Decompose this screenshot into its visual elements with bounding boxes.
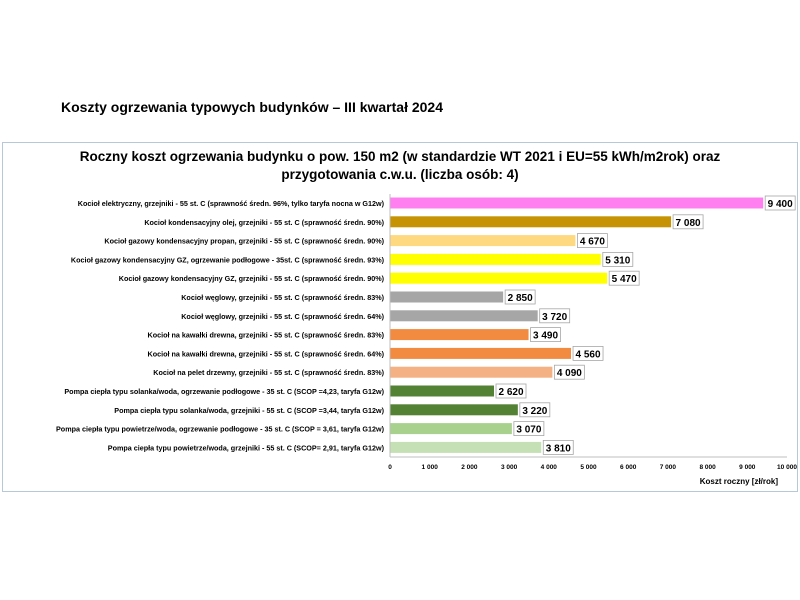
x-tick-label: 1 000 <box>422 464 439 471</box>
x-tick-label: 0 <box>388 464 392 471</box>
bar <box>390 441 542 453</box>
data-label: 3 490 <box>533 331 558 342</box>
bar <box>390 310 538 322</box>
page-title: Koszty ogrzewania typowych budynków – II… <box>61 99 443 115</box>
data-label: 3 720 <box>542 312 567 323</box>
category-label: Pompa ciepła typu powietrze/woda, ogrzew… <box>56 425 385 434</box>
chart-title-line-1: Roczny koszt ogrzewania budynku o pow. 1… <box>79 149 721 164</box>
bar <box>390 253 601 265</box>
category-label: Kocioł kondensacyjny olej, grzejniki - 5… <box>144 218 384 227</box>
category-label: Kocioł na kawałki drewna, grzejniki - 55… <box>148 349 385 358</box>
data-label: 5 310 <box>605 255 630 266</box>
category-label: Kocioł gazowy kondensacyjny GZ, ogrzewan… <box>71 255 385 264</box>
data-label-box <box>602 251 634 267</box>
x-tick-label: 5 000 <box>580 464 597 471</box>
data-label-box <box>504 289 536 305</box>
x-tick-label: 2 000 <box>461 464 478 471</box>
x-tick-label: 4 000 <box>541 464 558 471</box>
data-label: 7 080 <box>676 218 701 229</box>
category-label: Pompa ciepła typu solanka/woda, ogrzewan… <box>64 387 384 396</box>
data-label-box <box>576 233 608 249</box>
data-label-box <box>672 214 704 230</box>
data-label-box <box>553 364 585 380</box>
data-label: 5 470 <box>612 274 637 285</box>
chart-title-line-2: przygotowania c.w.u. (liczba osób: 4) <box>281 167 519 182</box>
bar <box>390 404 518 416</box>
category-label: Kocioł gazowy kondensacyjny GZ, grzejnik… <box>119 274 385 283</box>
data-label: 2 620 <box>498 387 523 398</box>
bar <box>390 385 495 397</box>
bar <box>390 347 572 359</box>
data-label-box <box>539 308 571 324</box>
category-label: Kocioł węglowy, grzejniki - 55 st. C (sp… <box>181 293 384 302</box>
category-label: Kocioł na pelet drzewny, grzejniki - 55 … <box>153 368 384 377</box>
data-label: 4 090 <box>557 368 582 379</box>
bar <box>390 366 553 378</box>
category-label: Kocioł węglowy, grzejniki - 55 st. C (sp… <box>181 312 384 321</box>
data-label-box <box>542 439 574 455</box>
data-label-box <box>495 383 527 399</box>
bar <box>390 423 512 435</box>
bar <box>390 329 529 341</box>
bar <box>390 235 576 247</box>
data-label: 3 810 <box>546 443 571 454</box>
category-label: Kocioł elektryczny, grzejniki - 55 st. C… <box>78 199 385 208</box>
category-label: Pompa ciepła typu solanka/woda, grzejnik… <box>114 406 384 415</box>
data-label: 4 670 <box>580 237 605 248</box>
x-tick-label: 10 000 <box>777 464 797 471</box>
data-label-box <box>764 195 796 211</box>
bar <box>390 197 764 209</box>
category-label: Kocioł na kawałki drewna, grzejniki - 55… <box>148 331 385 340</box>
bar <box>390 272 608 284</box>
data-label-box <box>519 402 551 418</box>
data-label: 9 400 <box>768 199 793 210</box>
data-label-box <box>530 327 561 343</box>
data-label-box <box>513 421 545 437</box>
chart-title: Roczny koszt ogrzewania budynku o pow. 1… <box>0 148 800 184</box>
x-axis-title: Koszt roczny [zł/rok] <box>700 477 779 486</box>
data-label: 4 560 <box>576 349 601 360</box>
bar <box>390 291 504 303</box>
data-label: 3 070 <box>516 425 541 436</box>
data-label-box <box>572 345 604 361</box>
x-tick-label: 7 000 <box>660 464 677 471</box>
data-label-box <box>608 270 640 286</box>
data-label: 3 220 <box>522 406 547 417</box>
bar <box>390 216 672 228</box>
x-tick-label: 9 000 <box>739 464 756 471</box>
x-tick-label: 6 000 <box>620 464 637 471</box>
category-label: Kocioł gazowy kondensacyjny propan, grze… <box>104 237 384 246</box>
x-tick-label: 3 000 <box>501 464 518 471</box>
x-tick-label: 8 000 <box>699 464 716 471</box>
category-label: Pompa ciepła typu powietrze/woda, grzejn… <box>108 443 385 452</box>
data-label: 2 850 <box>508 293 533 304</box>
